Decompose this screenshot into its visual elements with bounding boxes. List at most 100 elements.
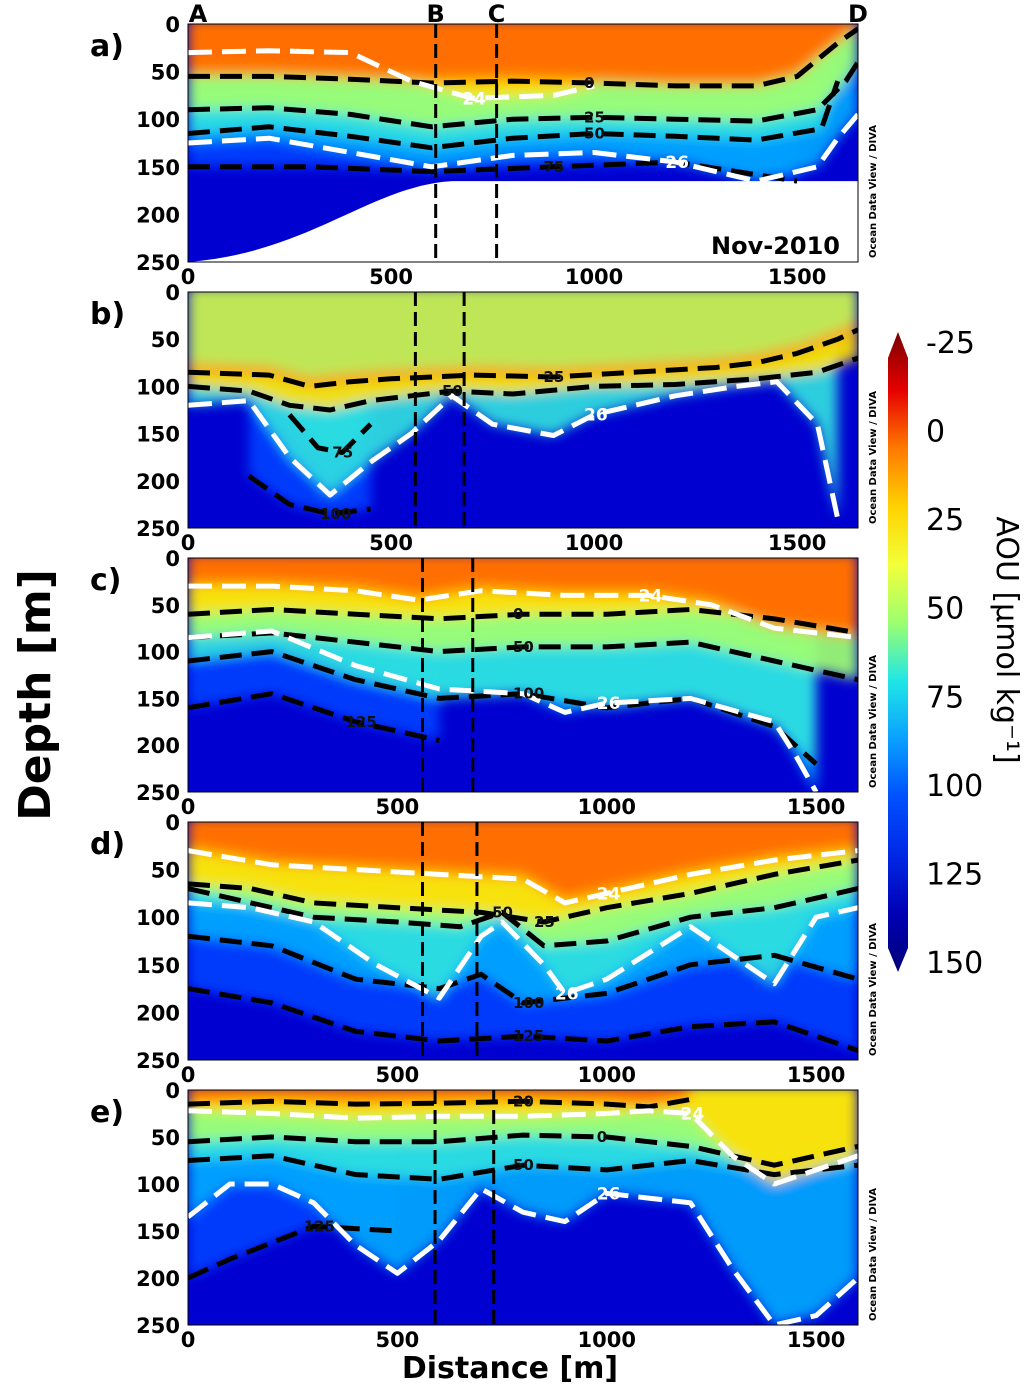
contour-label: 100 [513,685,544,703]
contour-white-24 [188,48,595,101]
contour-label-white: 26 [555,984,579,1004]
contour-label: 50 [513,638,534,656]
y-tick: 250 [136,517,180,541]
station-label: C [488,0,506,28]
y-tick: 100 [136,641,180,665]
x-tick: 0 [181,1063,196,1087]
x-tick: 1500 [768,265,826,289]
contour-black-125 [188,691,440,743]
contour-label: 100 [513,994,544,1012]
x-tick: 500 [375,1328,419,1352]
y-tick: 200 [136,203,180,227]
contour-label-white: 26 [665,153,689,173]
contour-black-75 [287,413,373,455]
y-tick: 100 [136,375,180,399]
contour-label: 125 [513,1027,544,1045]
y-tick: 100 [136,1173,180,1197]
aou-field [188,1090,858,1325]
contour-label: 75 [543,158,564,176]
contour-black-50 [188,1153,858,1182]
watermark: Ocean Data View / DIVA [868,391,879,524]
contour-label: 50 [513,1156,534,1174]
aou-field [188,558,858,792]
contour-label: 20 [513,1092,534,1110]
station-label: B [427,0,445,28]
contour-label: 125 [346,713,377,731]
contour-white-26 [188,379,841,520]
contour-black-50 [188,355,858,413]
y-tick: 100 [136,906,180,930]
y-tick: 150 [136,687,180,711]
contour-label: 50 [584,124,605,142]
y-tick: 0 [165,547,180,571]
contour-label-white: 26 [584,406,608,426]
contour-black-100 [188,649,818,766]
contour-label-white: 24 [462,89,486,109]
no-data-region [188,181,858,262]
contour-white-24 [188,583,858,641]
contour-black-25 [188,60,858,130]
y-tick: 150 [136,954,180,978]
x-tick: 500 [369,531,413,555]
y-tick: 0 [165,281,180,305]
aou-band-surface [188,24,854,78]
watermark: Ocean Data View / DIVA [868,125,879,258]
y-tick: 200 [136,1001,180,1025]
x-tick: 0 [181,1328,196,1352]
x-tick: 1500 [787,1063,845,1087]
panel-annotation: Nov-2010 [711,232,840,260]
y-tick: 200 [136,1267,180,1291]
colorbar-label: AOU [µmol kg⁻¹] [989,516,1024,763]
contour-label-white: 24 [681,1105,705,1125]
y-tick: 250 [136,1049,180,1073]
colorbar-tick: 75 [926,680,964,715]
contour-black-0 [188,26,858,89]
station-label: A [189,0,208,28]
contour-label-white: 24 [639,586,663,606]
aou-field [188,24,858,262]
panel-label: a) [90,29,124,64]
y-tick: 250 [136,781,180,805]
contour-white-26 [188,628,819,792]
y-tick: 200 [136,734,180,758]
x-tick: 500 [375,1063,419,1087]
contour-black-50 [188,630,858,683]
colorbar-tick: 0 [926,415,945,450]
contour-black-100 [247,474,371,517]
aou-bands [188,292,858,519]
panel-label: c) [90,563,122,598]
colorbar-body [888,332,908,972]
y-tick: 0 [165,811,180,835]
aou-bands [188,24,858,182]
colorbar-tick: 100 [926,769,983,804]
contour-label: 100 [320,505,351,523]
contour-label: 125 [304,1217,335,1235]
contour-label: 50 [492,903,513,921]
contour-white-24 [188,848,858,906]
contour-white-26 [188,900,858,1001]
y-tick: 50 [151,1126,180,1150]
station-label: D [848,0,868,28]
y-tick: 50 [151,328,180,352]
y-tick: 150 [136,156,180,180]
y-tick: 0 [165,13,180,37]
watermark: Ocean Data View / DIVA [868,923,879,1056]
y-tick: 50 [151,61,180,85]
y-tick: 50 [151,594,180,618]
y-tick: 150 [136,423,180,447]
panel-frame [187,23,859,263]
ylabel: Depth [m] [10,569,61,821]
x-tick: 0 [181,795,196,819]
panel-frame [187,291,859,529]
panel-label: e) [90,1095,124,1130]
y-tick: 50 [151,859,180,883]
y-tick: 200 [136,470,180,494]
aou-band [188,1090,858,1184]
contour-label: 75 [332,443,353,461]
contour-label: 0 [584,74,594,92]
